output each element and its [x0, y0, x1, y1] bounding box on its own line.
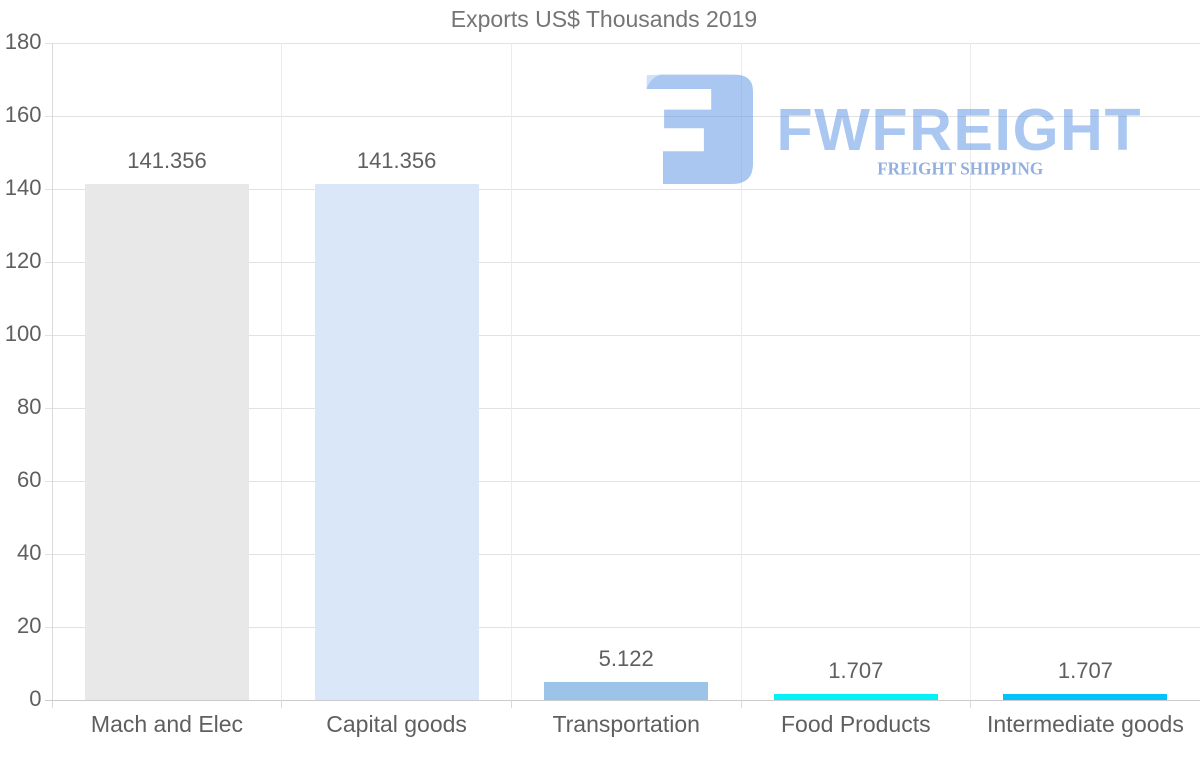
svg-text:FREIGHT SHIPPING: FREIGHT SHIPPING — [877, 159, 1043, 179]
svg-text:FWFREIGHT: FWFREIGHT — [777, 97, 1141, 163]
